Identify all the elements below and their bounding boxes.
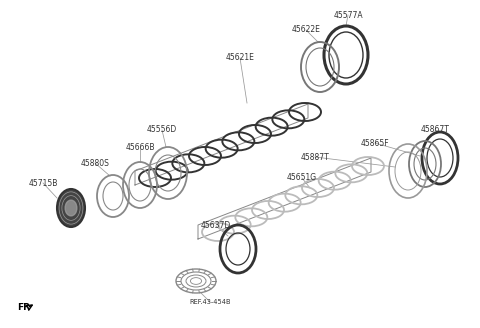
Text: 45880S: 45880S (81, 158, 109, 168)
Ellipse shape (65, 200, 77, 216)
Text: 45556D: 45556D (147, 126, 177, 134)
Text: FR: FR (17, 303, 30, 313)
Text: 45621E: 45621E (226, 53, 254, 63)
Text: 45865F: 45865F (360, 138, 389, 148)
Text: 45867T: 45867T (420, 126, 449, 134)
Text: REF.43-454B: REF.43-454B (189, 299, 231, 305)
Text: 45887T: 45887T (300, 153, 329, 161)
Text: 45622E: 45622E (291, 26, 321, 34)
Text: 45651G: 45651G (287, 174, 317, 182)
Text: 45637D: 45637D (201, 221, 231, 231)
Text: 45715B: 45715B (28, 178, 58, 188)
Text: 45666B: 45666B (125, 142, 155, 152)
Ellipse shape (57, 189, 85, 227)
Text: 45577A: 45577A (333, 10, 363, 19)
